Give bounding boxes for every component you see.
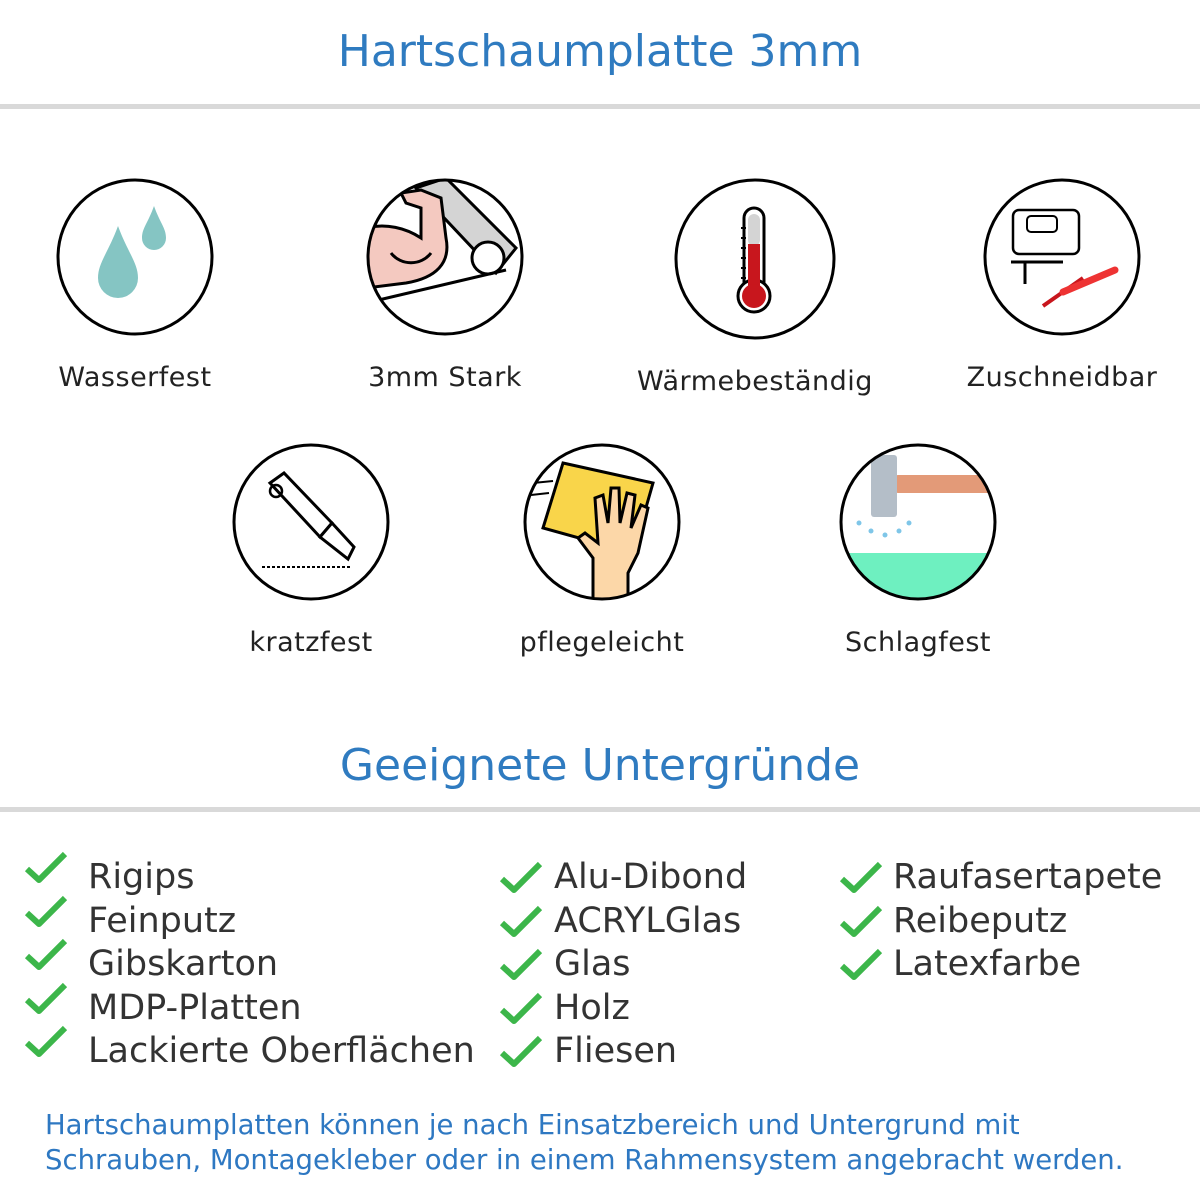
surface-item: ACRYLGlas [500, 899, 741, 943]
surface-item: MDP-Platten [25, 982, 302, 1030]
feature-schlagfest: Schlagfest [768, 443, 1068, 658]
surface-item: Fliesen [500, 1029, 677, 1073]
footer-note: Hartschaumplatten können je nach Einsatz… [45, 1108, 1195, 1178]
surface-label: Alu-Dibond [554, 857, 748, 897]
strong-arm-icon [366, 178, 524, 336]
surface-label: Feinputz [88, 900, 237, 941]
feature-pflegeleicht: pflegeleicht [452, 443, 752, 658]
surface-item: Holz [500, 986, 630, 1030]
feature-label: pflegeleicht [519, 627, 685, 658]
water-drops-icon [56, 178, 214, 336]
jigsaw-knife-icon [983, 178, 1141, 336]
surface-item: Reibeputz [840, 899, 1067, 943]
check-icon [25, 982, 67, 1014]
surface-label: Reibeputz [893, 900, 1068, 941]
surface-label: Rigips [88, 857, 195, 897]
check-icon [840, 905, 882, 937]
surface-label: Raufasertapete [893, 857, 1163, 897]
surface-label: Gibskarton [88, 944, 279, 984]
surface-label: ACRYLGlas [554, 900, 742, 941]
surface-label: Holz [554, 987, 630, 1028]
check-icon [840, 948, 882, 980]
surface-label: Glas [554, 944, 631, 984]
surface-item: Lackierte Oberflächen [25, 1025, 475, 1073]
feature-wasserfest: Wasserfest [0, 178, 285, 393]
surface-label: Latexfarbe [893, 944, 1082, 984]
divider [0, 807, 1200, 812]
cutter-knife-icon [232, 443, 390, 601]
footer-line: Hartschaumplatten können je nach Einsatz… [45, 1109, 1020, 1141]
feature-3mm-stark: 3mm Stark [295, 178, 595, 393]
feature-kratzfest: kratzfest [161, 443, 461, 658]
thermometer-icon [674, 178, 836, 340]
divider [0, 104, 1200, 109]
surface-item: Latexfarbe [840, 942, 1081, 986]
surface-item: Gibskarton [25, 938, 279, 986]
surface-item: Feinputz [25, 895, 237, 943]
check-icon [25, 851, 67, 883]
surface-item: Alu-Dibond [500, 855, 747, 899]
check-icon [500, 948, 542, 980]
check-icon [840, 861, 882, 893]
check-icon [25, 1025, 67, 1057]
feature-label: Schlagfest [844, 627, 992, 658]
check-icon [500, 861, 542, 893]
section-title: Geeignete Untergründe [339, 740, 861, 791]
surface-label: Fliesen [554, 1031, 678, 1071]
hammer-impact-icon [839, 443, 997, 601]
cleaning-sponge-hand-icon [523, 443, 681, 601]
page-title: Hartschaumplatte 3mm [337, 26, 863, 77]
check-icon [25, 938, 67, 970]
check-icon [500, 1035, 542, 1067]
check-icon [25, 895, 67, 927]
surface-label: Lackierte Oberflächen [88, 1031, 475, 1071]
feature-waermebestaendig: Wärmebeständig [605, 178, 905, 397]
check-icon [500, 905, 542, 937]
feature-label: Zuschneidbar [966, 362, 1158, 393]
feature-label: Wasserfest [58, 362, 212, 393]
feature-label: Wärmebeständig [637, 366, 873, 397]
surface-item: Raufasertapete [840, 855, 1162, 899]
footer-line: Schrauben, Montagekleber oder in einem R… [45, 1144, 1124, 1176]
check-icon [500, 992, 542, 1024]
surface-label: MDP-Platten [88, 987, 302, 1028]
surface-item: Glas [500, 942, 631, 986]
feature-label: kratzfest [249, 627, 373, 658]
feature-label: 3mm Stark [368, 362, 522, 393]
feature-zuschneidbar: Zuschneidbar [912, 178, 1200, 393]
surface-item: Rigips [25, 851, 195, 899]
